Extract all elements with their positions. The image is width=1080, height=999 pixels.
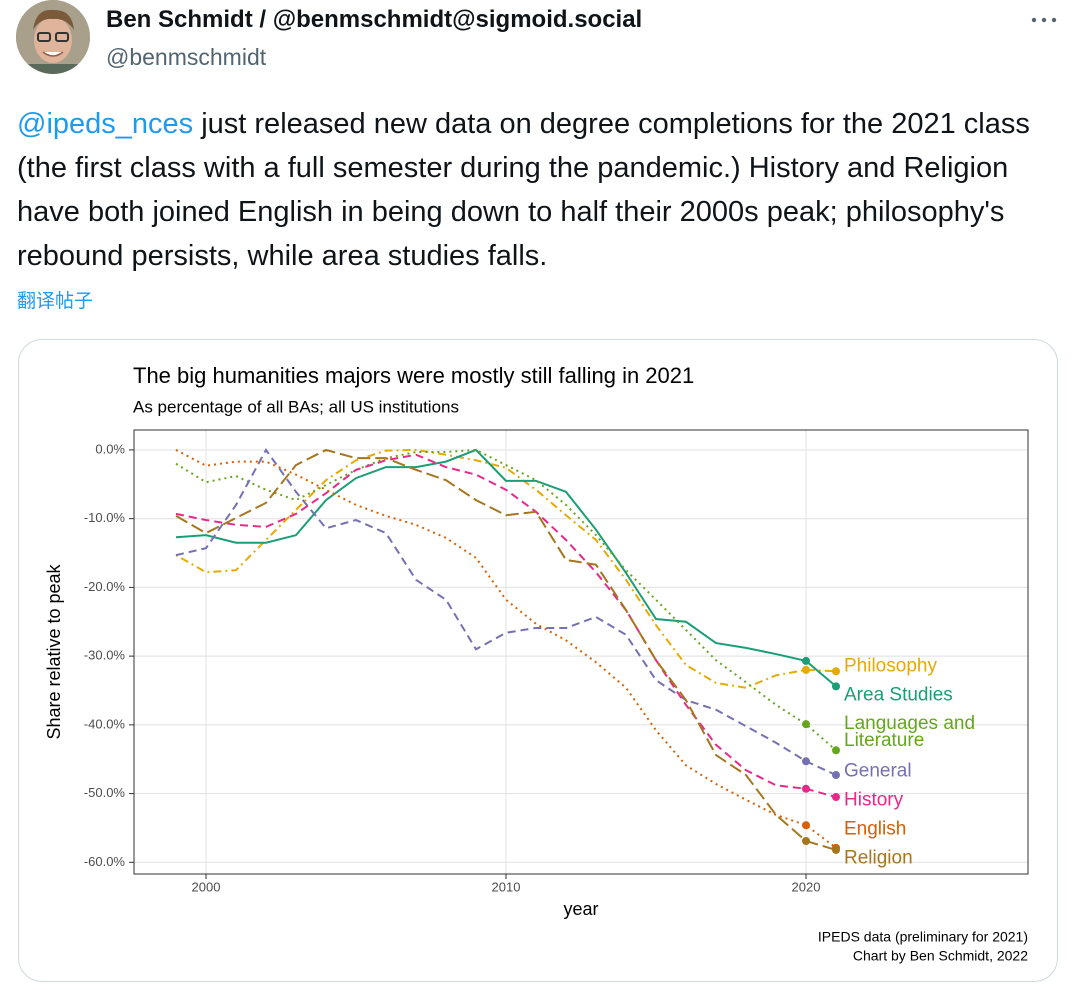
end-point	[832, 667, 840, 676]
end-point	[802, 837, 810, 846]
end-point	[802, 720, 810, 729]
x-axis-title: year	[563, 899, 598, 919]
end-point	[802, 656, 810, 665]
x-tick-label: 2020	[792, 879, 821, 894]
y-tick-label: -30.0%	[84, 648, 126, 663]
x-tick-label: 2010	[492, 879, 521, 894]
series-label: Religion	[844, 847, 913, 869]
series-line	[175, 448, 837, 688]
series-label: Languages and Literature	[844, 713, 976, 751]
series-label: Philosophy	[844, 655, 937, 677]
end-point	[832, 746, 840, 755]
series-label: Area Studies	[844, 684, 953, 706]
y-axis-title: Share relative to peak	[44, 563, 64, 739]
more-menu[interactable]	[1030, 14, 1058, 26]
end-point	[802, 757, 810, 766]
end-point	[832, 682, 840, 691]
end-point	[802, 665, 810, 674]
y-tick-label: 0.0%	[95, 441, 125, 456]
series-line	[175, 453, 837, 798]
series-label: English	[844, 818, 907, 840]
handle[interactable]: @benmschmidt	[106, 44, 267, 70]
plot-frame	[133, 429, 1029, 875]
end-point	[832, 793, 840, 802]
end-point	[802, 784, 810, 793]
avatar[interactable]	[16, 0, 90, 74]
end-point	[802, 821, 810, 830]
mention[interactable]: @ipeds_nces	[17, 108, 194, 140]
post-body: just released new data on degree complet…	[17, 108, 1030, 272]
chart-title: The big humanities majors were mostly st…	[133, 363, 694, 388]
series-line	[175, 448, 837, 689]
caption: Chart by Ben Schmidt, 2022	[853, 948, 1028, 964]
media-card[interactable]	[18, 339, 1058, 982]
end-point	[832, 771, 840, 780]
end-point	[832, 845, 840, 854]
y-tick-label: -10.0%	[84, 510, 126, 525]
x-tick-label: 2000	[192, 879, 221, 894]
y-tick-label: -60.0%	[84, 854, 126, 869]
y-tick-label: -20.0%	[84, 579, 126, 594]
y-tick-label: -40.0%	[84, 716, 126, 731]
caption: IPEDS data (preliminary for 2021)	[818, 929, 1028, 945]
series-line	[175, 448, 837, 752]
series-label: General	[844, 760, 912, 782]
series-label: History	[844, 789, 904, 811]
y-tick-label: -50.0%	[84, 785, 126, 800]
translate-link[interactable]: 翻译帖子	[17, 291, 94, 312]
avatar-art	[16, 0, 90, 74]
chart-subtitle: As percentage of all BAs; all US institu…	[133, 397, 459, 416]
series-line	[175, 448, 837, 851]
author-name[interactable]: Ben Schmidt / @benmschmidt@sigmoid.socia…	[106, 6, 643, 33]
post-text: @ipeds_nces just released new data on de…	[17, 102, 1062, 278]
